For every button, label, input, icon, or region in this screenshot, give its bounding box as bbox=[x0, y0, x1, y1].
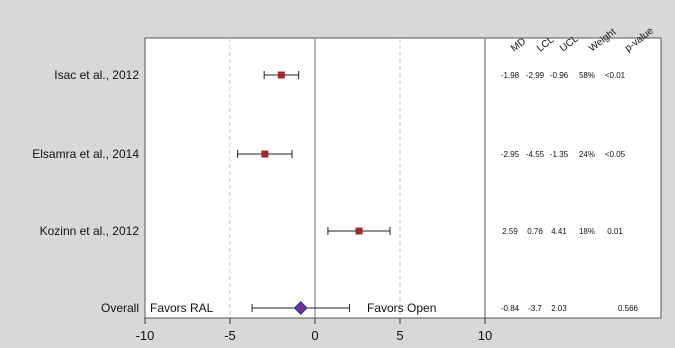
point-estimate-1 bbox=[261, 150, 269, 158]
x-tick-label-3: 5 bbox=[396, 328, 403, 343]
cell-weight-1: 24% bbox=[579, 150, 595, 159]
cell-md-1: -2.95 bbox=[501, 150, 520, 159]
cell-lcl-1: -4.55 bbox=[526, 150, 545, 159]
x-tick-label-2: 0 bbox=[311, 328, 318, 343]
favors-right-label: Favors Open bbox=[367, 301, 436, 315]
cell-ucl-2: 4.41 bbox=[551, 227, 567, 236]
overall-cell-p: 0.566 bbox=[618, 304, 639, 313]
overall-cell-md: -0.84 bbox=[501, 304, 520, 313]
cell-weight-0: 58% bbox=[579, 71, 595, 80]
overall-label: Overall bbox=[101, 301, 139, 315]
point-estimate-0 bbox=[277, 71, 285, 79]
cell-md-0: -1.98 bbox=[501, 71, 520, 80]
favors-left-label: Favors RAL bbox=[150, 301, 214, 315]
cell-ucl-1: -1.35 bbox=[550, 150, 569, 159]
cell-weight-2: 18% bbox=[579, 227, 595, 236]
study-label-1: Elsamra et al., 2014 bbox=[32, 147, 139, 161]
cell-ucl-0: -0.96 bbox=[550, 71, 569, 80]
overall-cell-lcl: -3.7 bbox=[528, 304, 542, 313]
cell-p-0: <0.01 bbox=[605, 71, 626, 80]
overall-cell-ucl: 2.03 bbox=[551, 304, 567, 313]
x-tick-label-4: 10 bbox=[478, 328, 492, 343]
study-label-2: Kozinn et al., 2012 bbox=[40, 224, 140, 238]
cell-lcl-2: 0.76 bbox=[527, 227, 543, 236]
x-tick-label-0: -10 bbox=[136, 328, 155, 343]
x-tick-label-1: -5 bbox=[224, 328, 236, 343]
cell-p-2: 0.01 bbox=[607, 227, 623, 236]
point-estimate-2 bbox=[355, 227, 363, 235]
stats-table-area bbox=[484, 37, 662, 319]
cell-lcl-0: -2.99 bbox=[526, 71, 545, 80]
study-label-0: Isac et al., 2012 bbox=[54, 68, 139, 82]
cell-p-1: <0.05 bbox=[605, 150, 626, 159]
cell-md-2: 2.59 bbox=[502, 227, 518, 236]
overall-diamond bbox=[293, 300, 308, 316]
